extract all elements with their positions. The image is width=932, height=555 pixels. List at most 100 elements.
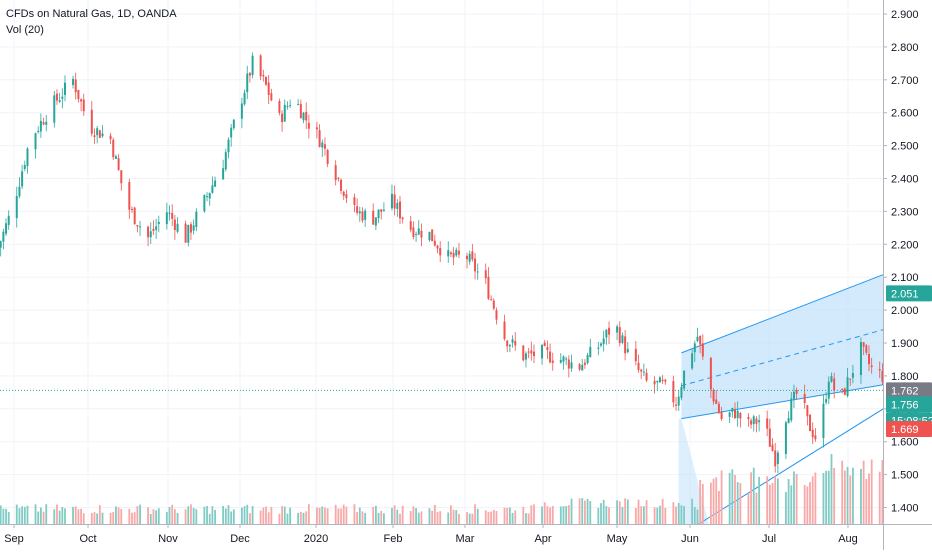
volume-bar — [466, 512, 468, 524]
candle-body — [618, 327, 621, 344]
volume-bar — [353, 504, 356, 524]
candle — [565, 356, 568, 366]
volume-bar — [608, 507, 610, 524]
time-tick-label: Sep — [4, 533, 24, 545]
volume-bar — [364, 512, 367, 524]
candle — [750, 418, 753, 429]
candle-body — [7, 215, 10, 225]
price-tick-label: 2.600 — [891, 108, 919, 120]
volume-bar — [168, 506, 171, 524]
candle-body — [484, 270, 487, 279]
candle-body — [230, 127, 233, 138]
candle — [74, 72, 77, 100]
candle-body — [302, 112, 305, 121]
candle-body — [492, 300, 495, 309]
candle — [656, 380, 659, 391]
candle-body — [189, 224, 192, 233]
candle — [680, 383, 683, 401]
volume-bar — [211, 506, 214, 524]
candle-body — [755, 418, 758, 424]
candle-body — [508, 344, 511, 347]
candle — [189, 221, 192, 240]
candle-body — [299, 104, 302, 119]
candle-body — [26, 148, 29, 166]
candle-body — [55, 93, 58, 101]
volume-bar — [420, 511, 423, 524]
volume-bar — [712, 478, 715, 524]
candle-body — [849, 378, 852, 380]
candle — [637, 354, 640, 373]
candle-body — [634, 348, 637, 362]
candle-body — [157, 221, 160, 225]
candle-body — [93, 135, 96, 137]
candle-body — [846, 377, 849, 396]
candle-body — [165, 212, 168, 225]
candle — [90, 100, 93, 137]
candle-body — [265, 76, 267, 85]
volume-bar — [447, 512, 450, 524]
volume-bar — [203, 506, 206, 524]
candle-body — [318, 130, 321, 147]
candle — [747, 413, 750, 427]
volume-bar — [34, 504, 37, 524]
volume-bar — [190, 504, 192, 524]
volume-bar — [265, 506, 267, 524]
candle — [64, 75, 66, 102]
volume-bar — [131, 512, 133, 524]
candle — [18, 177, 21, 199]
volume-bar — [120, 509, 123, 524]
candle — [139, 221, 142, 236]
candle — [527, 348, 530, 359]
candle-body — [790, 398, 793, 421]
candle — [549, 343, 552, 364]
volume-bar — [626, 499, 629, 524]
candle-body — [353, 197, 356, 205]
volume-bar — [37, 511, 40, 524]
volume-bar — [109, 512, 112, 524]
volume-bar — [2, 508, 5, 524]
volume-bar — [358, 507, 361, 524]
candle — [34, 132, 37, 159]
volume-bar — [195, 509, 198, 524]
candle-body — [80, 99, 83, 102]
candle-body — [447, 250, 450, 257]
volume-bar — [868, 473, 870, 524]
volume-bar — [640, 506, 643, 524]
volume-bar — [752, 467, 755, 524]
candle-body — [21, 171, 24, 187]
volume-bar — [672, 502, 675, 524]
candle — [608, 321, 611, 345]
volume-bar — [578, 498, 581, 524]
candle-body — [305, 111, 308, 121]
candle — [581, 359, 584, 371]
candle-body — [176, 223, 179, 232]
candle — [728, 411, 731, 424]
candle-body — [527, 351, 530, 353]
candle — [758, 414, 761, 432]
candle-body — [750, 420, 753, 425]
candle-body — [283, 104, 286, 122]
volume-bar — [664, 507, 667, 524]
candle-body — [747, 416, 750, 420]
candle — [192, 219, 195, 235]
candle — [709, 356, 712, 398]
volume-bar — [551, 505, 554, 524]
volume-bar — [340, 508, 342, 524]
volume-bar — [490, 511, 493, 524]
volume-bar — [393, 505, 396, 524]
candle — [224, 148, 227, 172]
candle — [616, 324, 619, 340]
volume-bar — [793, 471, 795, 524]
candle-body — [728, 412, 731, 417]
volume-bar — [533, 504, 535, 524]
candle-body — [222, 168, 225, 180]
target-price-badge: 2.051 — [886, 285, 932, 302]
candle-body — [693, 343, 696, 353]
candle-body — [390, 193, 393, 209]
candle-body — [843, 388, 846, 395]
volume-bar — [184, 509, 187, 524]
price-axis-labels: 1.4001.5001.6001.7001.8001.9002.0002.100… — [883, 9, 919, 515]
time-axis-labels: Sep Oct Nov Dec 2020 Feb Mar Apr May Jun Jul Aug — [4, 524, 858, 545]
